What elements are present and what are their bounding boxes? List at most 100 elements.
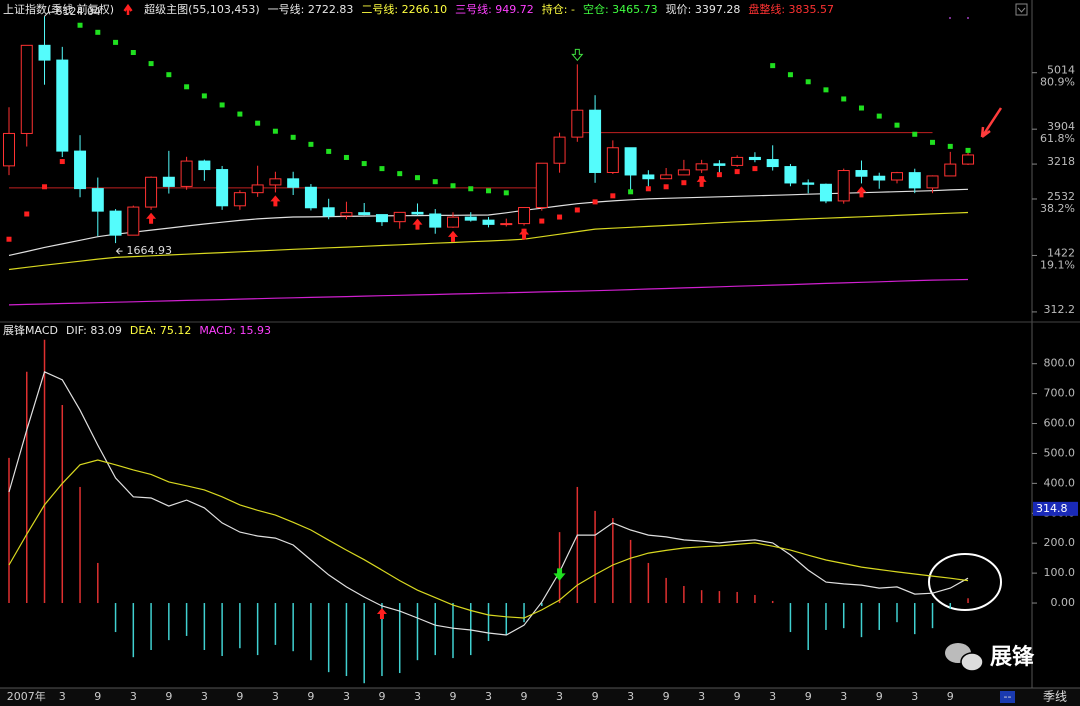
buy-signal bbox=[376, 608, 387, 620]
candle-body bbox=[447, 216, 459, 228]
candle-body bbox=[464, 216, 477, 221]
buy-signal bbox=[412, 218, 423, 230]
sar-dot bbox=[379, 166, 385, 172]
x-tick-label: 3 bbox=[201, 690, 208, 703]
x-tick-label: 3 bbox=[59, 690, 66, 703]
sar-dot bbox=[343, 154, 349, 160]
sar-dot bbox=[503, 190, 509, 196]
sar-dot bbox=[24, 211, 30, 217]
candle-body bbox=[304, 186, 317, 209]
period-label[interactable]: 季线 bbox=[1043, 690, 1067, 704]
x-tick-label: 9 bbox=[734, 690, 741, 703]
sar-dot bbox=[59, 159, 65, 165]
sar-dot bbox=[628, 189, 634, 195]
sar-dot bbox=[716, 172, 722, 178]
x-tick-label: 3 bbox=[627, 690, 634, 703]
candle-body bbox=[180, 160, 193, 187]
y-tick-label: 3218 bbox=[1047, 155, 1075, 168]
candle-body bbox=[340, 212, 353, 217]
sell-signal bbox=[571, 48, 584, 62]
x-tick-label: 9 bbox=[876, 690, 883, 703]
highlight-circle bbox=[928, 553, 1002, 611]
candle-body bbox=[269, 178, 282, 186]
window-button[interactable] bbox=[1015, 3, 1028, 16]
x-tick-label: 9 bbox=[592, 690, 599, 703]
buy-signal bbox=[270, 195, 281, 207]
buy-signal bbox=[856, 186, 867, 198]
dot bbox=[967, 17, 969, 19]
x-tick-label: 9 bbox=[947, 690, 954, 703]
sar-dot bbox=[894, 122, 900, 128]
y-tick-label: 100.0 bbox=[1044, 566, 1076, 579]
candle-body bbox=[162, 176, 175, 187]
annotation-pointer bbox=[44, 11, 55, 17]
wechat-icon bbox=[960, 652, 984, 672]
header-item: 盘整线: 3835.57 bbox=[748, 2, 834, 16]
sar-dot bbox=[113, 39, 119, 45]
candle-body bbox=[891, 172, 903, 181]
header-item: 展锋MACD bbox=[3, 324, 58, 337]
sar-dot bbox=[592, 199, 598, 205]
y-tick-sublabel: 19.1% bbox=[1040, 258, 1075, 271]
y-tick-label: 312.2 bbox=[1044, 303, 1076, 316]
nav-box[interactable] bbox=[1000, 691, 1015, 703]
candle-body bbox=[198, 160, 211, 171]
y-tick-label: 200.0 bbox=[1044, 536, 1076, 549]
candle-body bbox=[56, 59, 69, 152]
sar-dot bbox=[308, 141, 314, 147]
buy-signal bbox=[448, 230, 458, 242]
sar-dot bbox=[184, 84, 190, 90]
candle-body bbox=[358, 212, 371, 216]
y-tick-label: 600.0 bbox=[1044, 417, 1076, 430]
y-tick-sublabel: 38.2% bbox=[1040, 202, 1075, 215]
x-tick-label: 9 bbox=[236, 690, 243, 703]
candle-body bbox=[127, 206, 140, 236]
buy-signal bbox=[696, 175, 707, 187]
sar-dot bbox=[326, 148, 332, 154]
candle-body bbox=[38, 44, 51, 61]
candle-body bbox=[375, 214, 388, 223]
sar-dot bbox=[858, 105, 864, 111]
header-item: 三号线: 949.72 bbox=[455, 2, 534, 16]
candle-body bbox=[411, 211, 424, 215]
sar-dot bbox=[645, 186, 651, 192]
candle-body bbox=[74, 150, 87, 190]
candle-body bbox=[216, 169, 229, 207]
sar-dot bbox=[752, 166, 758, 172]
sar-dot bbox=[77, 22, 83, 28]
sar-dot bbox=[486, 188, 492, 194]
pointer-arrow bbox=[980, 107, 1003, 138]
cursor-box bbox=[1033, 501, 1078, 516]
sar-dot bbox=[95, 29, 101, 35]
x-tick-label: 3 bbox=[840, 690, 847, 703]
x-tick-label: 9 bbox=[805, 690, 812, 703]
candle-body bbox=[500, 223, 513, 226]
sar-dot bbox=[663, 184, 669, 190]
sar-dot bbox=[130, 50, 136, 56]
indicator-line bbox=[8, 188, 969, 256]
x-tick-label: 3 bbox=[556, 690, 563, 703]
x-tick-label: 9 bbox=[165, 690, 172, 703]
sar-dot bbox=[255, 120, 261, 126]
candle-body bbox=[873, 175, 886, 181]
indicator-line bbox=[8, 459, 969, 619]
annotation-pointer bbox=[115, 247, 123, 255]
indicator-line bbox=[8, 370, 969, 636]
header-item: MACD: 15.93 bbox=[199, 324, 271, 337]
nav-label[interactable]: -- bbox=[1004, 690, 1012, 703]
candle-body bbox=[145, 176, 158, 208]
candle-body bbox=[962, 154, 975, 165]
y-tick-label: 500.0 bbox=[1044, 446, 1076, 459]
candle-body bbox=[393, 211, 406, 223]
y-tick-label: 2532 bbox=[1047, 190, 1075, 203]
y-tick-label: 1422 bbox=[1047, 246, 1075, 259]
annotation-label: 1664.93 bbox=[127, 244, 173, 257]
candle-body bbox=[233, 192, 246, 207]
bottom-bar bbox=[0, 688, 1080, 706]
y-tick-label: 0.00 bbox=[1051, 596, 1076, 609]
dot bbox=[949, 17, 951, 19]
candle-body bbox=[482, 219, 495, 225]
